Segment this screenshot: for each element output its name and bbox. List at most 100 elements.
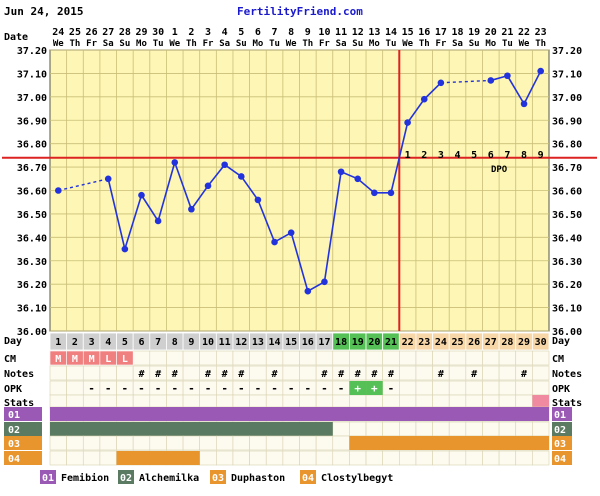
date-label: 4: [222, 27, 228, 38]
weekday-label: Fr: [86, 39, 97, 49]
temp-point[interactable]: [171, 159, 179, 166]
note-mark[interactable]: #: [172, 369, 178, 380]
note-mark[interactable]: #: [338, 369, 344, 380]
stats-mark[interactable]: [532, 395, 549, 409]
y-tick-left: 37.00: [17, 93, 47, 104]
dpo-label: 9: [538, 150, 544, 161]
med-code-right-text: 03: [554, 439, 566, 450]
med-code-right: [552, 422, 572, 436]
cycle-day-label: 18: [335, 337, 347, 348]
note-mark[interactable]: #: [272, 369, 278, 380]
temp-point[interactable]: [271, 238, 278, 246]
note-mark[interactable]: #: [155, 369, 161, 380]
temp-point[interactable]: [304, 287, 312, 295]
y-tick-left: 36.20: [17, 280, 47, 291]
cm-mark: M: [72, 354, 78, 365]
med-row-cell: [365, 450, 383, 466]
note-mark[interactable]: #: [471, 369, 477, 380]
temp-point[interactable]: [404, 119, 411, 126]
temp-point[interactable]: [104, 175, 112, 183]
temp-point[interactable]: [354, 175, 362, 183]
cycle-day-label: 7: [155, 337, 161, 348]
opk-mark: +: [354, 382, 361, 395]
y-tick-right: 36.60: [552, 187, 582, 198]
cycle-day-label: 5: [122, 337, 128, 348]
opk-cell: [482, 380, 500, 396]
y-tick-right: 36.40: [552, 233, 582, 244]
date-label: 15: [402, 27, 414, 38]
note-mark[interactable]: #: [321, 369, 327, 380]
temp-point[interactable]: [121, 245, 129, 253]
cm-cell: [398, 350, 417, 366]
weekday-label: Tu: [153, 39, 164, 49]
temp-point[interactable]: [204, 182, 212, 190]
date-label: 17: [435, 27, 447, 38]
note-mark[interactable]: #: [222, 369, 228, 380]
temp-point[interactable]: [138, 191, 145, 199]
y-tick-left: 36.40: [17, 233, 47, 244]
cycle-day-label: 3: [89, 337, 95, 348]
temp-point[interactable]: [487, 77, 495, 84]
med-row-cell: [216, 450, 234, 466]
cm-mark-cell: [116, 350, 134, 366]
cycle-day-label: 24: [435, 337, 447, 348]
y-tick-right: 37.00: [552, 93, 582, 104]
temp-point[interactable]: [188, 205, 195, 213]
cycle-day-label: 13: [252, 337, 264, 348]
temp-point[interactable]: [437, 79, 445, 87]
note-mark[interactable]: #: [438, 369, 444, 380]
dpo-label: 7: [504, 150, 510, 161]
notes-cell: [182, 365, 200, 381]
temp-point[interactable]: [287, 229, 295, 236]
y-tick-left: 36.70: [17, 163, 47, 174]
y-tick-right: 36.00: [552, 327, 582, 338]
cm-cell: [365, 350, 383, 366]
opk-mark: -: [288, 382, 295, 395]
cm-cell: [282, 350, 300, 366]
date-label: 18: [451, 27, 463, 38]
cycle-day-label: 22: [402, 337, 414, 348]
opk-cell: [49, 380, 67, 396]
weekday-label: Tu: [502, 39, 513, 49]
date-label: 25: [69, 27, 81, 38]
med-row-cell: [282, 450, 300, 466]
weekday-label: Tu: [269, 39, 280, 49]
med-row-cell: [199, 435, 217, 451]
temp-point[interactable]: [371, 189, 378, 197]
med-row-cell: [349, 450, 367, 466]
temp-point[interactable]: [221, 161, 228, 169]
med-row-cell: [249, 435, 267, 451]
weekday-label: Su: [469, 39, 480, 49]
cm-cell: [182, 350, 200, 366]
temp-point[interactable]: [55, 187, 62, 194]
note-mark[interactable]: #: [205, 369, 211, 380]
med-row-cell: [465, 450, 483, 466]
temp-point[interactable]: [237, 173, 245, 180]
temp-point[interactable]: [337, 168, 345, 176]
temp-point[interactable]: [254, 196, 262, 204]
temp-point[interactable]: [154, 217, 162, 225]
note-mark[interactable]: #: [371, 369, 377, 380]
temp-point[interactable]: [387, 189, 395, 197]
temp-point[interactable]: [520, 100, 528, 108]
opk-row-label-right: OPK: [552, 384, 570, 395]
note-mark[interactable]: #: [138, 369, 144, 380]
note-mark[interactable]: #: [238, 369, 244, 380]
note-mark[interactable]: #: [388, 369, 394, 380]
dpo-label: 4: [455, 150, 461, 161]
cycle-day-label: 19: [352, 337, 364, 348]
opk-mark: -: [338, 382, 345, 395]
y-tick-left: 36.90: [17, 116, 47, 127]
legend-swatch: [210, 470, 226, 484]
cm-cell: [265, 350, 284, 366]
temp-point[interactable]: [504, 72, 511, 80]
date-label: 21: [501, 27, 513, 38]
site-name[interactable]: FertilityFriend.com: [237, 5, 363, 18]
note-mark[interactable]: #: [355, 369, 361, 380]
med-row-cell: [299, 450, 317, 466]
temp-point[interactable]: [537, 67, 544, 75]
temp-point[interactable]: [321, 278, 328, 286]
note-mark[interactable]: #: [521, 369, 527, 380]
cm-cell: [166, 350, 184, 366]
temp-point[interactable]: [420, 95, 428, 103]
